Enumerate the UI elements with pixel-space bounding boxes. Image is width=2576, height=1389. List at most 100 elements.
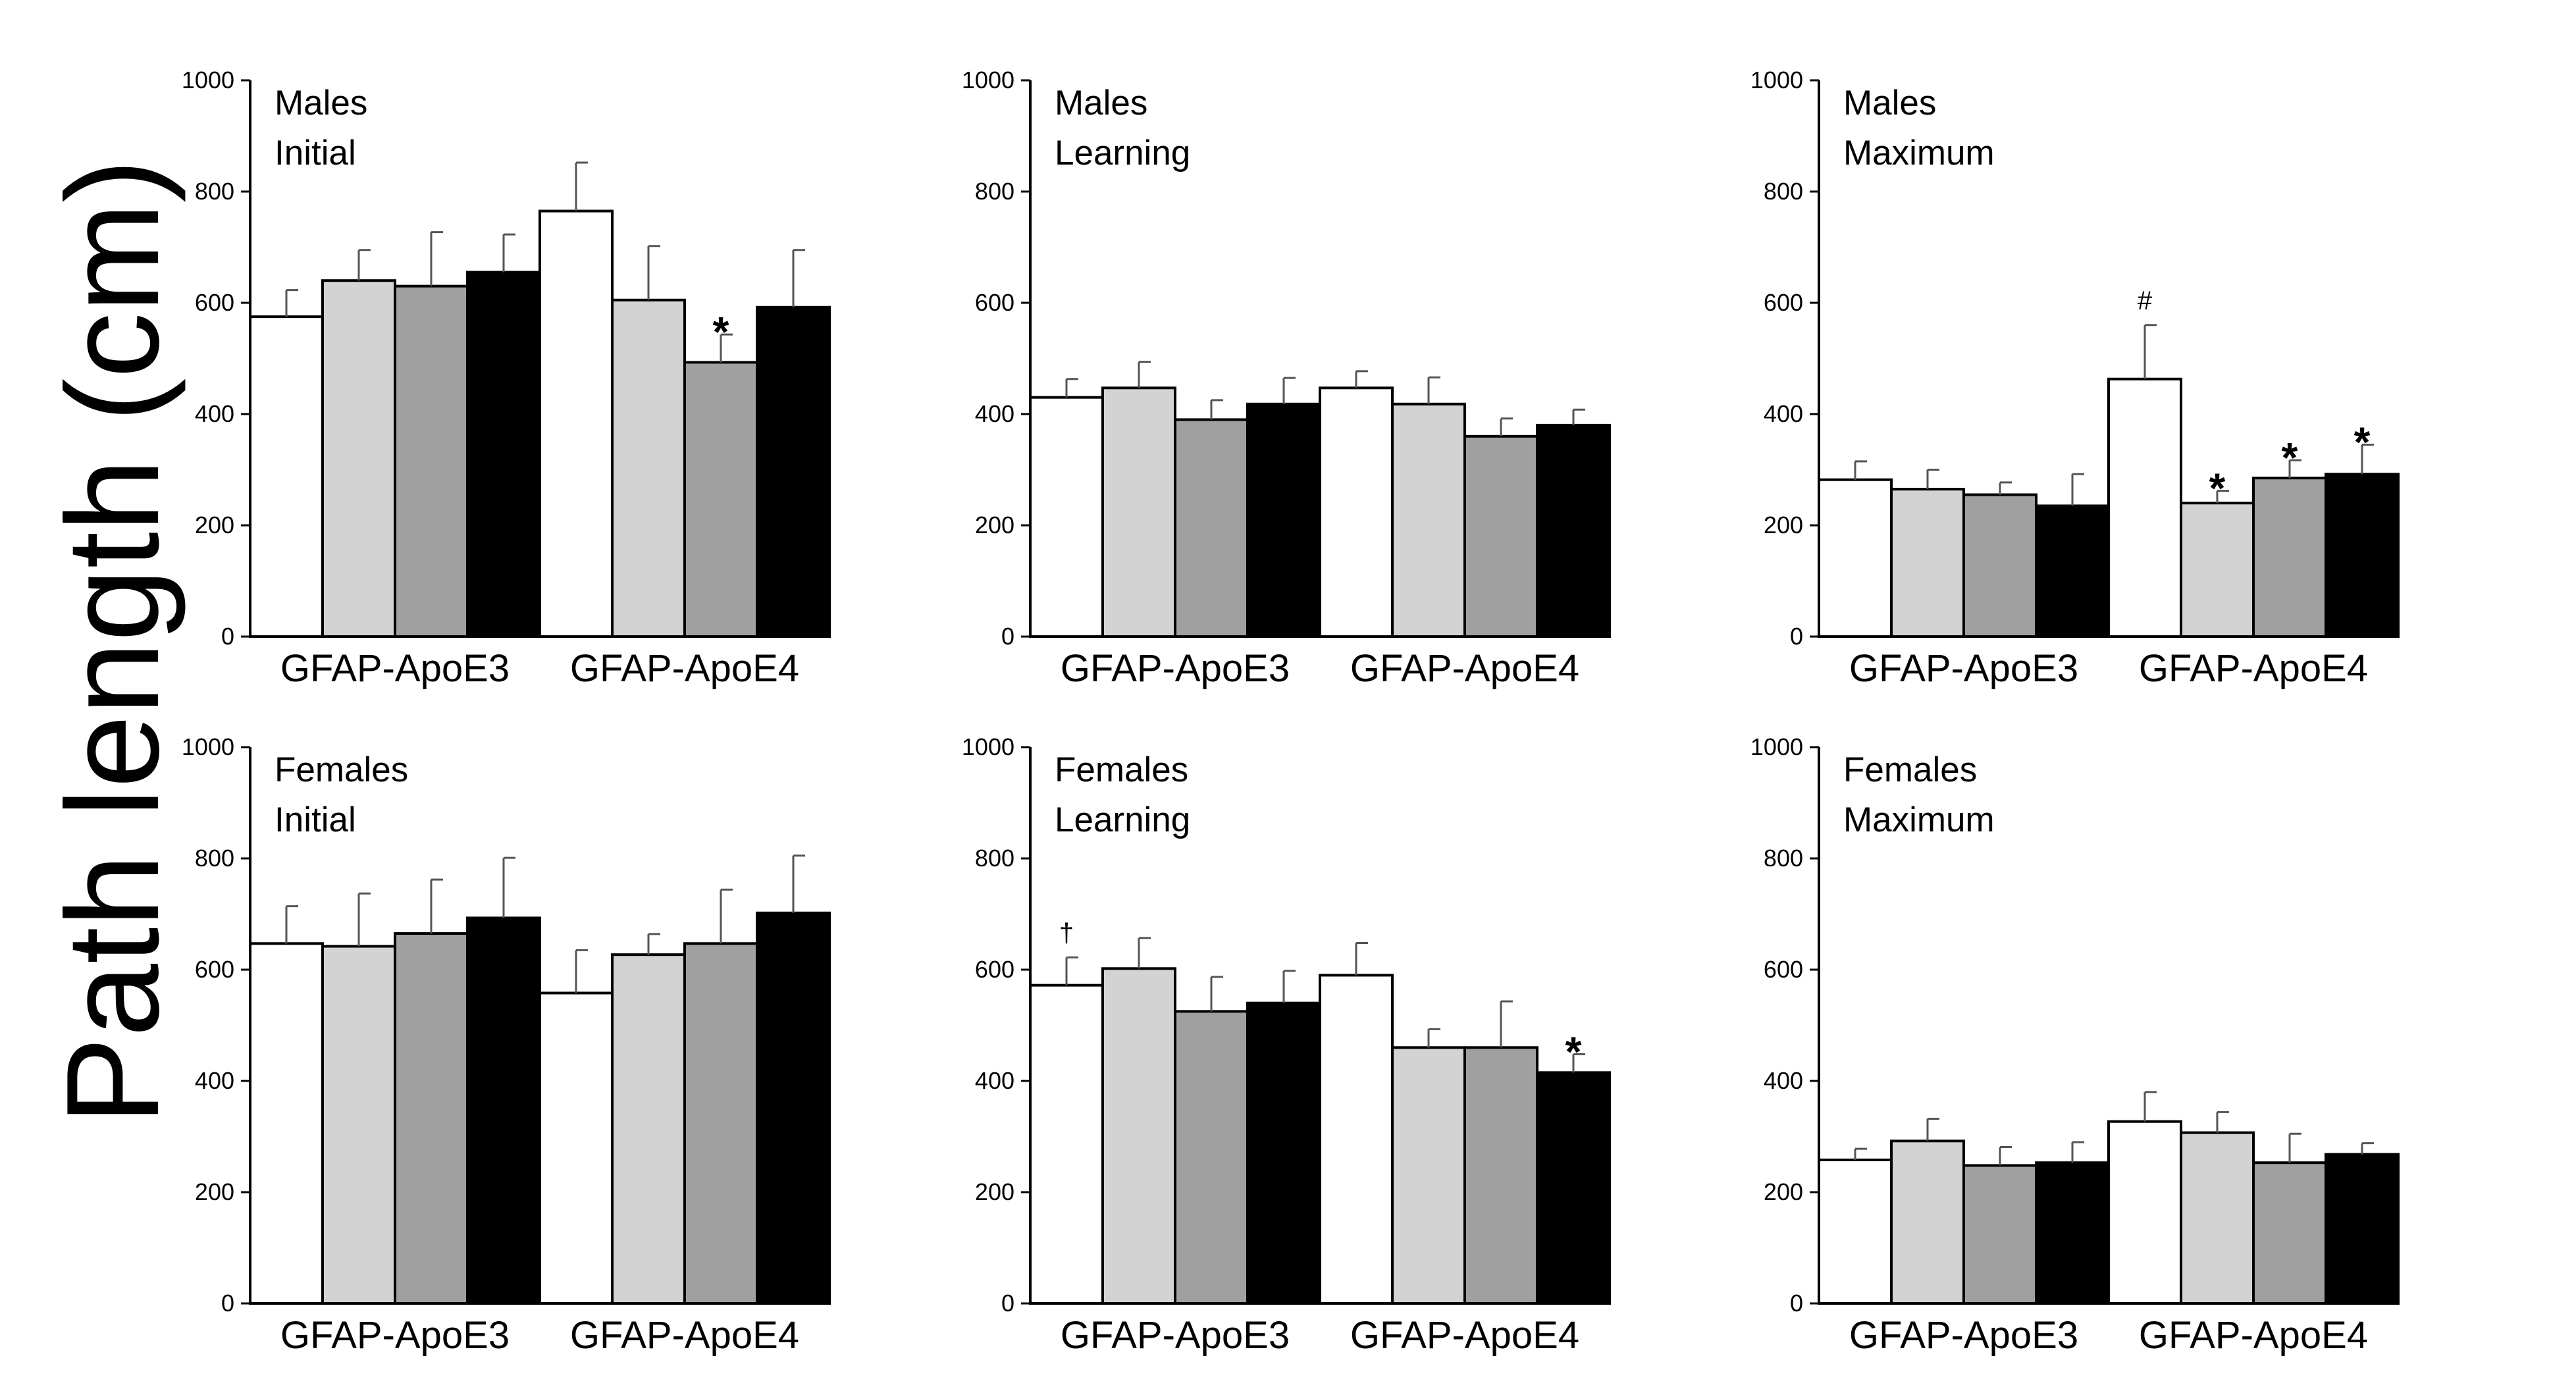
panels: 0 200 400 600 800 1000 Males Initial * GFAP-ApoE3…	[182, 66, 2400, 1357]
bar	[2107, 1120, 2182, 1305]
y-tick-label: 800	[1764, 845, 1803, 872]
bar	[1890, 1140, 1965, 1305]
chart-panel: 0 200 400 600 800 1000 Males Learning GFAP-ApoE3…	[962, 66, 1611, 690]
y-tick-label: 600	[195, 289, 234, 316]
bar	[2180, 502, 2255, 639]
y-tick-label: 1000	[962, 66, 1014, 93]
panel-title-phase: Maximum	[1843, 134, 1995, 172]
y-tick-label: 800	[195, 845, 234, 872]
bar	[321, 279, 396, 638]
bar	[1029, 983, 1104, 1305]
panel-title-phase: Initial	[275, 134, 356, 172]
bar	[1174, 418, 1249, 638]
chart-panel: 0 200 400 600 800 1000 Females Maximum GFAP-ApoE…	[1750, 733, 2400, 1357]
y-tick-label: 200	[195, 1178, 234, 1205]
bar	[466, 916, 541, 1305]
x-group-label: GFAP-ApoE3	[280, 1314, 510, 1357]
bar	[1463, 434, 1538, 638]
bar	[2325, 473, 2400, 639]
bar	[466, 271, 541, 638]
y-tick-label: 0	[1790, 1290, 1803, 1317]
bar	[249, 942, 324, 1305]
bar	[2252, 1161, 2327, 1305]
x-group-label: GFAP-ApoE3	[280, 647, 510, 690]
bar	[1029, 396, 1104, 639]
y-tick-label: 1000	[962, 733, 1014, 760]
x-group-label: GFAP-ApoE4	[1350, 1314, 1579, 1357]
bar	[539, 991, 614, 1305]
panel-title-phase: Maximum	[1843, 800, 1995, 839]
panel-title-sex: Females	[1055, 750, 1188, 789]
bar	[756, 305, 831, 638]
bar	[539, 209, 614, 638]
y-tick-label: 400	[195, 1067, 234, 1094]
bar	[611, 298, 686, 638]
bar	[1246, 402, 1321, 638]
significance-marker: *	[2209, 465, 2226, 512]
y-tick-label: 400	[975, 1067, 1014, 1094]
y-tick-label: 600	[975, 956, 1014, 983]
x-group-label: GFAP-ApoE4	[1350, 647, 1579, 690]
bar	[1818, 1158, 1893, 1305]
significance-marker: *	[1565, 1028, 1582, 1075]
bar	[2035, 1161, 2110, 1305]
bar	[611, 953, 686, 1305]
chart-panel: 0 200 400 600 800 1000 Males Initial * GFAP-ApoE3…	[182, 66, 831, 690]
bar	[394, 932, 469, 1305]
bar	[1101, 386, 1176, 638]
bar	[1890, 488, 1965, 639]
bar	[1536, 423, 1611, 639]
panel-title-phase: Initial	[275, 800, 356, 839]
bar	[394, 284, 469, 638]
y-tick-label: 600	[1764, 289, 1803, 316]
y-tick-label: 800	[975, 178, 1014, 205]
x-group-label: GFAP-ApoE4	[570, 1314, 799, 1357]
y-tick-label: 0	[1001, 1290, 1014, 1317]
bar	[1391, 1046, 1466, 1305]
chart-panel: 0 200 400 600 800 1000 Females Learning † * GFAP-A…	[962, 733, 1611, 1357]
x-group-label: GFAP-ApoE4	[2139, 647, 2368, 690]
bar	[249, 315, 324, 638]
y-tick-label: 1000	[1750, 66, 1803, 93]
significance-marker: *	[2354, 418, 2371, 465]
x-group-label: GFAP-ApoE4	[570, 647, 799, 690]
panel-title-phase: Learning	[1055, 134, 1190, 172]
bar	[1101, 967, 1176, 1305]
y-tick-label: 600	[975, 289, 1014, 316]
y-tick-label: 400	[975, 400, 1014, 427]
x-group-label: GFAP-ApoE4	[2139, 1314, 2368, 1357]
y-tick-label: 0	[221, 1290, 234, 1317]
y-tick-label: 200	[1764, 511, 1803, 538]
bar	[1463, 1046, 1538, 1305]
y-tick-label: 1000	[1750, 733, 1803, 760]
x-group-label: GFAP-ApoE3	[1061, 1314, 1290, 1357]
bar	[1246, 1001, 1321, 1305]
y-tick-label: 400	[195, 400, 234, 427]
bar	[2107, 377, 2182, 638]
significance-marker: #	[2138, 286, 2153, 315]
chart-panel: 0 200 400 600 800 1000 Females Initial GFAP-ApoE…	[182, 733, 831, 1357]
x-group-label: GFAP-ApoE3	[1061, 647, 1290, 690]
bar	[2180, 1131, 2255, 1305]
panel-title-sex: Males	[1055, 84, 1147, 122]
bar	[1319, 386, 1394, 638]
y-tick-label: 400	[1764, 400, 1803, 427]
y-tick-label: 1000	[182, 733, 234, 760]
significance-marker: †	[1059, 918, 1074, 947]
y-tick-label: 0	[1001, 623, 1014, 650]
chart-panel: 0 200 400 600 800 1000 Males Maximum # * * * GFAP-Ap…	[1750, 66, 2400, 690]
y-tick-label: 800	[975, 845, 1014, 872]
panel-title-sex: Females	[275, 750, 408, 789]
bar	[1174, 1010, 1249, 1305]
panel-title-sex: Females	[1843, 750, 1977, 789]
bar	[1319, 974, 1394, 1305]
y-tick-label: 200	[195, 511, 234, 538]
y-tick-label: 400	[1764, 1067, 1803, 1094]
y-tick-label: 800	[1764, 178, 1803, 205]
y-tick-label: 600	[195, 956, 234, 983]
y-tick-label: 600	[1764, 956, 1803, 983]
significance-marker: *	[2282, 434, 2298, 481]
y-tick-label: 0	[221, 623, 234, 650]
y-tick-label: 200	[975, 511, 1014, 538]
